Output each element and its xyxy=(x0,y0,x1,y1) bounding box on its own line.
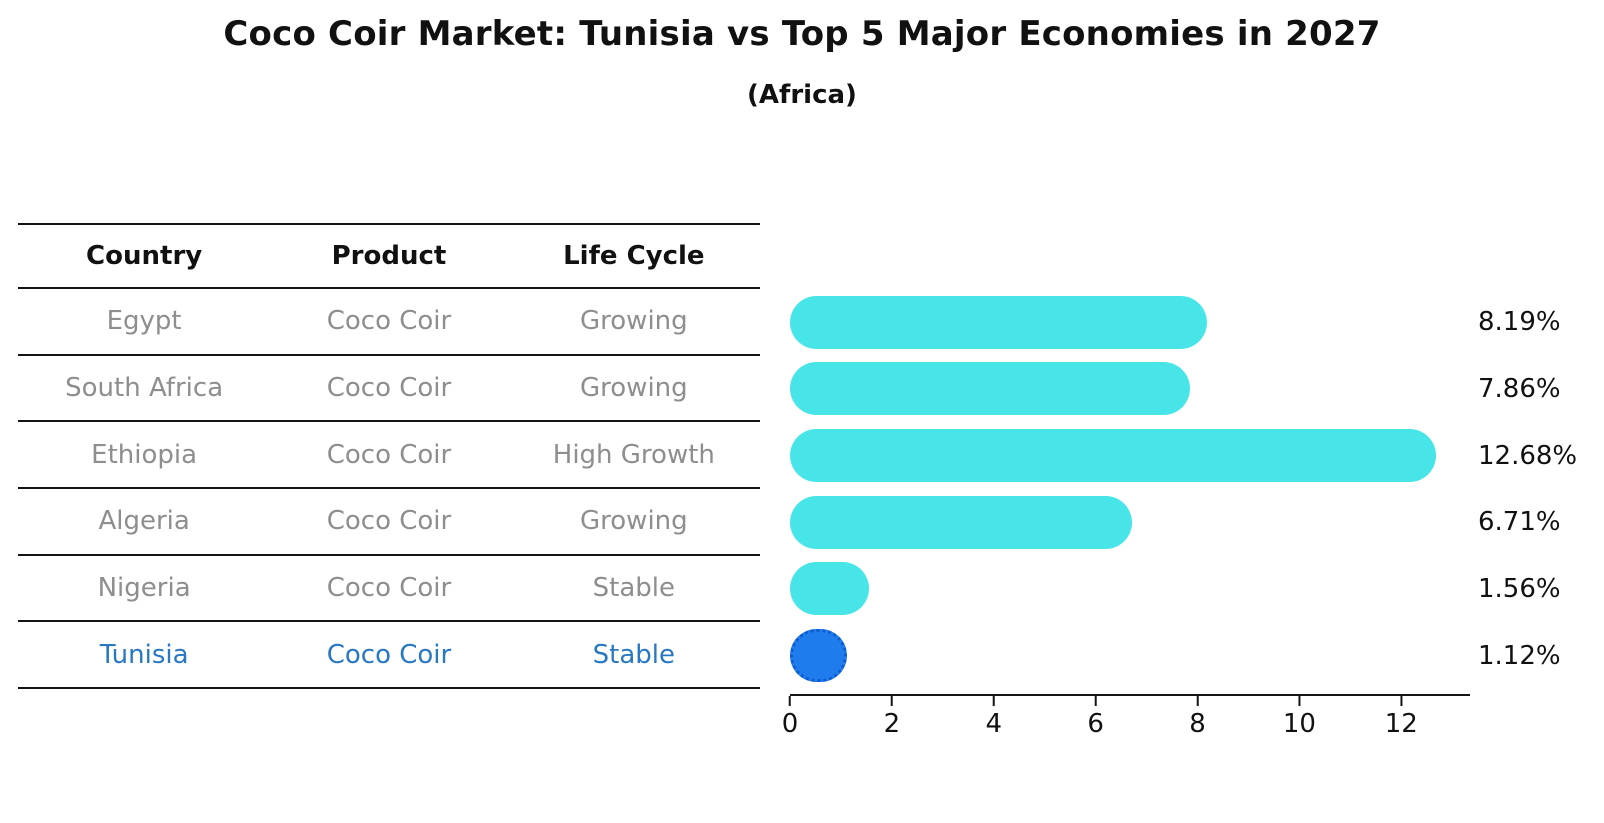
value-label-ethiopia: 12.68% xyxy=(1478,440,1578,471)
country-cell: Algeria xyxy=(98,506,190,537)
bar-south-africa xyxy=(790,362,1191,416)
x-axis-tick: 10 xyxy=(1283,696,1316,739)
bar-plot-area xyxy=(790,289,1470,689)
tick-label: 6 xyxy=(1087,709,1104,739)
table-row-algeria: Algeria Coco Coir Growing xyxy=(18,489,760,556)
bar-row xyxy=(790,489,1470,556)
chart-title: Coco Coir Market: Tunisia vs Top 5 Major… xyxy=(223,14,1381,54)
table-header-row: Country Product Life Cycle xyxy=(18,223,760,289)
life-cycle-cell: Growing xyxy=(580,506,688,537)
tick-mark xyxy=(992,696,995,706)
product-cell: Coco Coir xyxy=(326,506,452,537)
tick-mark xyxy=(890,696,893,706)
tick-mark xyxy=(1196,696,1199,706)
x-axis-tick: 12 xyxy=(1385,696,1418,739)
tick-label: 4 xyxy=(985,709,1003,739)
tick-mark xyxy=(1400,696,1403,706)
table-row-south-africa: South Africa Coco Coir Growing xyxy=(18,356,760,423)
product-cell: Coco Coir xyxy=(326,639,452,670)
bar-egypt xyxy=(790,295,1208,349)
value-label-algeria: 6.71% xyxy=(1478,507,1561,538)
country-cell: Nigeria xyxy=(97,572,191,603)
bar-row xyxy=(790,289,1470,356)
value-label-column: 8.19% 7.86% 12.68% 6.71% 1.56% 1.12% xyxy=(1478,289,1598,689)
x-axis-tick: 8 xyxy=(1189,696,1206,739)
x-axis-tick: 0 xyxy=(781,696,799,739)
value-label-tunisia: 1.12% xyxy=(1478,640,1561,671)
value-label-south-africa: 7.86% xyxy=(1478,373,1561,404)
chart-subtitle: (Africa) xyxy=(747,80,857,110)
x-axis-tick: 2 xyxy=(883,696,901,739)
bar-row xyxy=(790,622,1470,689)
country-cell: Ethiopia xyxy=(91,439,198,470)
product-cell: Coco Coir xyxy=(326,439,452,470)
column-header-product: Product xyxy=(331,241,447,271)
tick-label: 12 xyxy=(1384,709,1418,739)
x-axis-tick: 6 xyxy=(1087,696,1104,739)
country-cell: South Africa xyxy=(65,372,224,403)
column-header-life-cycle: Life Cycle xyxy=(563,241,705,271)
bar-tunisia-highlighted xyxy=(790,629,848,683)
tick-mark xyxy=(1298,696,1301,706)
bar-ethiopia xyxy=(790,429,1436,483)
bar-row xyxy=(790,356,1470,423)
tick-label: 0 xyxy=(781,709,799,739)
country-cell: Tunisia xyxy=(99,639,189,670)
x-axis-tick: 4 xyxy=(985,696,1002,739)
tick-mark xyxy=(788,696,791,706)
tick-mark xyxy=(1094,696,1097,706)
bar-nigeria xyxy=(790,562,870,616)
product-cell: Coco Coir xyxy=(326,372,452,403)
table-row-ethiopia: Ethiopia Coco Coir High Growth xyxy=(18,422,760,489)
country-cell: Egypt xyxy=(106,306,182,337)
value-label-egypt: 8.19% xyxy=(1478,307,1561,338)
bar-row xyxy=(790,556,1470,623)
life-cycle-cell: Growing xyxy=(580,306,688,337)
life-cycle-cell: Stable xyxy=(592,572,676,603)
table-row-tunisia-highlighted: Tunisia Coco Coir Stable xyxy=(18,622,760,689)
tick-label: 2 xyxy=(883,709,901,739)
life-cycle-cell: Stable xyxy=(592,639,676,670)
tick-label: 10 xyxy=(1282,709,1316,739)
life-cycle-cell: Growing xyxy=(580,372,688,403)
tick-label: 8 xyxy=(1189,709,1206,739)
bar-row xyxy=(790,422,1470,489)
table-row-egypt: Egypt Coco Coir Growing xyxy=(18,289,760,356)
x-axis: 0 2 4 6 8 10 12 xyxy=(782,694,1470,739)
value-label-nigeria: 1.56% xyxy=(1478,573,1561,604)
life-cycle-cell: High Growth xyxy=(552,439,715,470)
product-cell: Coco Coir xyxy=(326,306,452,337)
data-table: Country Product Life Cycle Egypt Coco Co… xyxy=(18,223,760,689)
bar-algeria xyxy=(790,495,1132,549)
product-cell: Coco Coir xyxy=(326,572,452,603)
table-row-nigeria: Nigeria Coco Coir Stable xyxy=(18,556,760,623)
column-header-country: Country xyxy=(86,241,203,271)
